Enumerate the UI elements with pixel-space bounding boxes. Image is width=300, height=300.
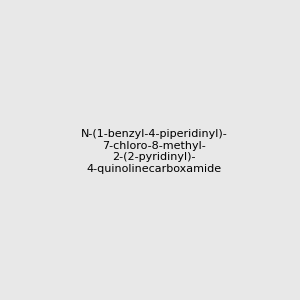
Text: N-(1-benzyl-4-piperidinyl)-
7-chloro-8-methyl-
2-(2-pyridinyl)-
4-quinolinecarbo: N-(1-benzyl-4-piperidinyl)- 7-chloro-8-m… xyxy=(80,129,227,174)
